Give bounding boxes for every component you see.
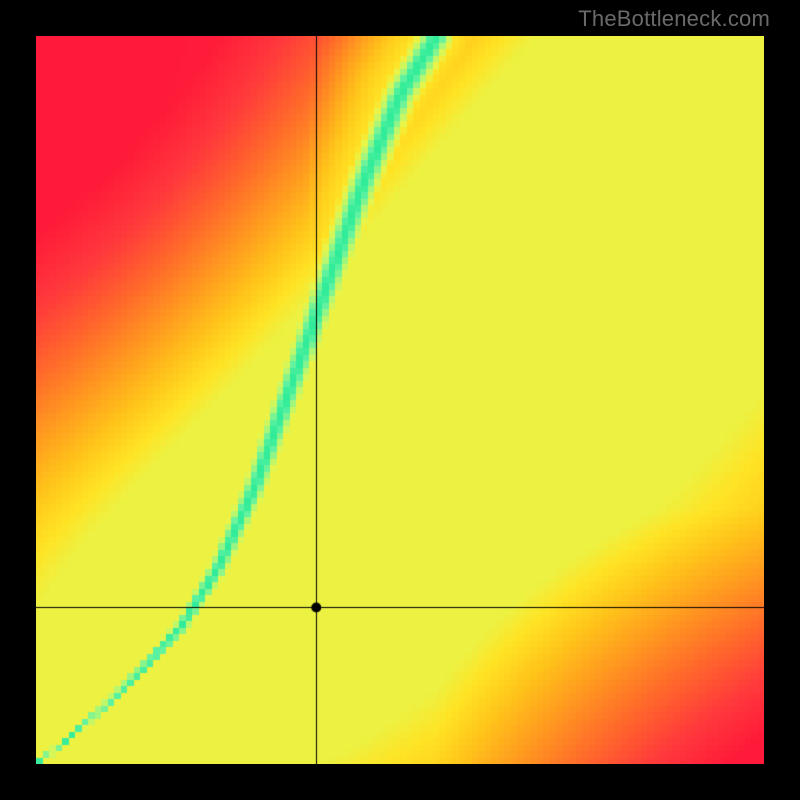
bottleneck-heatmap <box>36 36 764 764</box>
chart-stage: TheBottleneck.com <box>0 0 800 800</box>
watermark-text: TheBottleneck.com <box>578 6 770 32</box>
